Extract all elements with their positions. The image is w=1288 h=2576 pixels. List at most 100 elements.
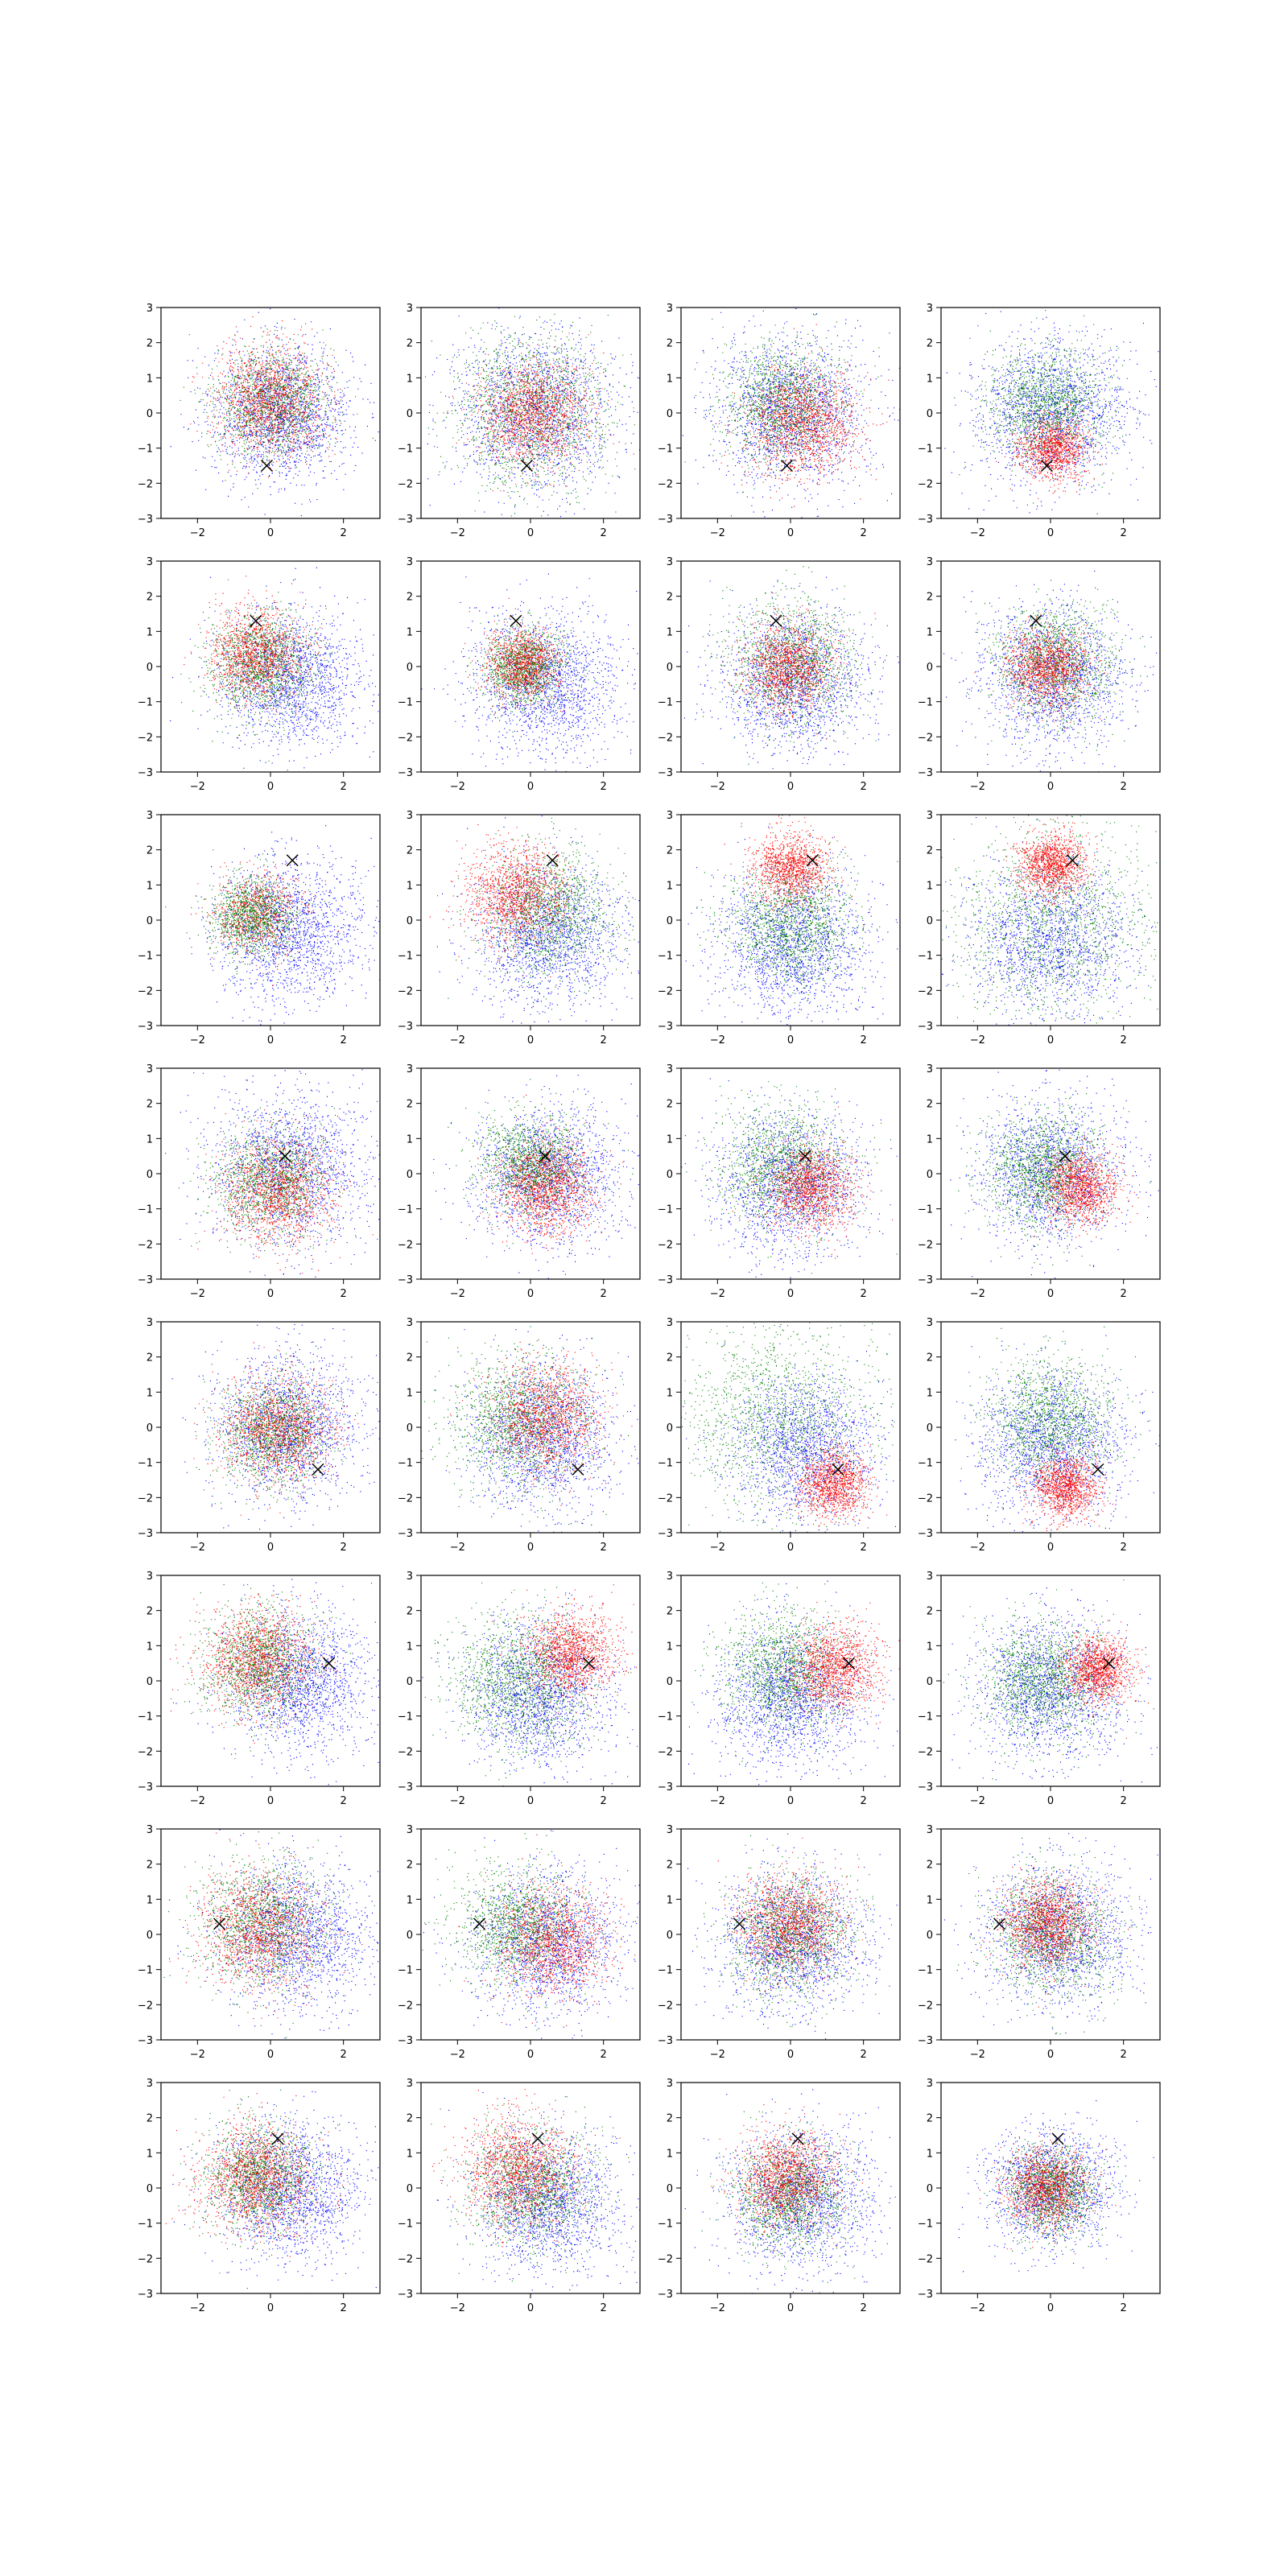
y-tick-label: 2 bbox=[147, 2113, 153, 2125]
y-tick-label: 0 bbox=[147, 915, 153, 927]
y-tick-label: 1 bbox=[407, 373, 413, 385]
series-red-points bbox=[458, 1834, 636, 2026]
y-tick-label: −1 bbox=[398, 1204, 413, 1216]
series-red-points bbox=[974, 603, 1110, 729]
x-tick-label: −2 bbox=[190, 1795, 205, 1807]
y-tick-label: −3 bbox=[398, 1021, 413, 1033]
y-tick-label: 3 bbox=[667, 2078, 673, 2090]
x-tick-label: −2 bbox=[710, 781, 725, 793]
y-tick-label: 1 bbox=[667, 1894, 673, 1906]
y-tick-label: 3 bbox=[667, 1824, 673, 1836]
y-tick-label: 0 bbox=[147, 1169, 153, 1181]
scatter-points bbox=[943, 1833, 1158, 2035]
x-marker bbox=[832, 1463, 844, 1476]
y-tick-label: −2 bbox=[918, 1492, 933, 1505]
scatter-points bbox=[421, 1326, 639, 1533]
y-tick-label: −2 bbox=[658, 2253, 673, 2265]
x-tick-label: −2 bbox=[450, 781, 465, 793]
y-tick-label: 0 bbox=[407, 1930, 413, 1942]
x-tick-label: 0 bbox=[787, 1288, 794, 1300]
y-tick-label: 3 bbox=[407, 556, 413, 568]
y-tick-label: 1 bbox=[927, 1387, 933, 1399]
x-tick-label: 2 bbox=[1121, 1795, 1127, 1807]
y-tick-label: 1 bbox=[667, 1133, 673, 1146]
y-tick-label: 2 bbox=[667, 592, 673, 604]
scatter-points bbox=[688, 1580, 900, 1786]
y-tick-label: 2 bbox=[927, 1860, 933, 1872]
scatter-points bbox=[955, 1326, 1160, 1533]
series-blue-points bbox=[436, 2092, 640, 2291]
y-tick-label: 1 bbox=[667, 373, 673, 385]
y-tick-label: −3 bbox=[398, 767, 413, 779]
y-tick-label: 2 bbox=[667, 845, 673, 857]
x-tick-label: 0 bbox=[527, 1034, 534, 1046]
x-tick-label: −2 bbox=[970, 2049, 985, 2061]
y-tick-label: 3 bbox=[407, 303, 413, 315]
y-tick-label: 2 bbox=[667, 1860, 673, 1872]
y-tick-label: 1 bbox=[667, 1641, 673, 1653]
x-tick-label: 0 bbox=[267, 781, 274, 793]
y-tick-label: −2 bbox=[658, 1492, 673, 1505]
y-tick-label: −3 bbox=[138, 514, 153, 526]
y-tick-label: 0 bbox=[927, 408, 933, 420]
axes-frame bbox=[420, 1321, 641, 1534]
y-tick-label: −1 bbox=[398, 1711, 413, 1724]
x-tick-label: 0 bbox=[527, 1288, 534, 1300]
x-tick-label: 0 bbox=[1047, 1288, 1054, 1300]
series-blue-points bbox=[950, 1069, 1159, 1279]
y-tick-label: 1 bbox=[407, 2148, 413, 2160]
series-blue-points bbox=[952, 1587, 1158, 1786]
y-tick-label: 1 bbox=[407, 1894, 413, 1906]
x-marker bbox=[806, 854, 819, 867]
y-tick-label: 3 bbox=[667, 1317, 673, 1329]
scatter-points bbox=[171, 1324, 380, 1530]
y-tick-label: 3 bbox=[147, 556, 153, 568]
subplot-4-2: −2 0 2 −3 −2 −1 0 1 2 3 bbox=[398, 1063, 641, 1300]
subplot-6-2: −2 0 2 −3 −2 −1 0 1 2 3 bbox=[398, 1571, 641, 1807]
series-green-points bbox=[178, 2089, 345, 2274]
series-red-points bbox=[1018, 1136, 1140, 1238]
y-tick-label: −1 bbox=[918, 1458, 933, 1470]
x-tick-label: 0 bbox=[527, 2302, 534, 2314]
y-tick-label: −1 bbox=[398, 444, 413, 456]
x-tick-label: −2 bbox=[710, 1795, 725, 1807]
x-tick-label: 2 bbox=[1121, 2049, 1127, 2061]
y-tick-label: 2 bbox=[927, 338, 933, 350]
axes-frame bbox=[940, 1067, 1161, 1280]
y-tick-label: −3 bbox=[658, 1528, 673, 1540]
y-tick-label: −3 bbox=[658, 514, 673, 526]
y-tick-label: 2 bbox=[147, 1352, 153, 1364]
y-tick-label: 2 bbox=[407, 1352, 413, 1364]
axes-frame bbox=[680, 560, 901, 773]
y-tick-label: 0 bbox=[147, 662, 153, 674]
series-blue-points bbox=[422, 1592, 638, 1785]
series-blue-points bbox=[165, 1069, 380, 1278]
series-green-points bbox=[696, 815, 898, 1004]
series-red-points bbox=[169, 1832, 363, 2020]
y-tick-label: −2 bbox=[138, 2000, 153, 2012]
y-tick-label: 3 bbox=[927, 1571, 933, 1583]
scatter-points bbox=[943, 570, 1158, 772]
y-tick-label: 0 bbox=[407, 1169, 413, 1181]
y-tick-label: −3 bbox=[918, 2035, 933, 2047]
series-red-points bbox=[783, 1422, 888, 1529]
x-tick-label: −2 bbox=[710, 2302, 725, 2314]
x-tick-label: −2 bbox=[710, 1034, 725, 1046]
y-tick-label: 3 bbox=[667, 1571, 673, 1583]
y-tick-label: 2 bbox=[927, 845, 933, 857]
x-marker bbox=[1059, 1150, 1071, 1162]
y-tick-label: 2 bbox=[147, 1099, 153, 1111]
y-tick-label: 1 bbox=[667, 2148, 673, 2160]
series-red-points bbox=[979, 2129, 1117, 2255]
y-tick-label: −3 bbox=[658, 2035, 673, 2047]
x-tick-label: 2 bbox=[861, 1288, 867, 1300]
axes-frame bbox=[160, 1321, 381, 1534]
y-tick-label: −3 bbox=[398, 1781, 413, 1794]
x-tick-label: 2 bbox=[341, 1288, 347, 1300]
series-blue-points bbox=[170, 567, 379, 771]
y-tick-label: −2 bbox=[918, 732, 933, 744]
series-green-points bbox=[943, 1579, 1154, 1780]
scatter-points bbox=[421, 573, 638, 772]
y-tick-label: −3 bbox=[658, 1274, 673, 1286]
y-tick-label: −3 bbox=[918, 1021, 933, 1033]
